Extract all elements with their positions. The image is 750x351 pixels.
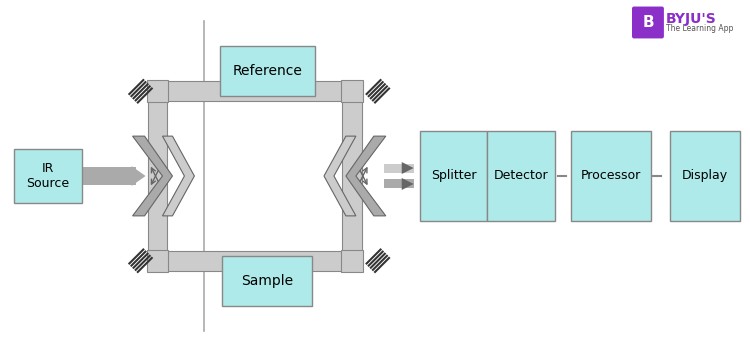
Polygon shape: [342, 91, 362, 261]
Text: Sample: Sample: [241, 274, 293, 288]
Text: Reference: Reference: [232, 64, 302, 78]
FancyBboxPatch shape: [632, 7, 664, 38]
Polygon shape: [133, 136, 172, 216]
Polygon shape: [384, 164, 414, 172]
Text: Detector: Detector: [494, 170, 549, 183]
FancyBboxPatch shape: [572, 131, 651, 221]
Polygon shape: [402, 178, 414, 190]
Polygon shape: [131, 166, 146, 186]
FancyBboxPatch shape: [146, 250, 169, 272]
Text: Processor: Processor: [581, 170, 641, 183]
FancyBboxPatch shape: [420, 131, 488, 221]
Polygon shape: [158, 81, 352, 101]
FancyBboxPatch shape: [670, 131, 740, 221]
Text: The Learning App: The Learning App: [666, 24, 734, 33]
Polygon shape: [163, 136, 194, 216]
FancyBboxPatch shape: [488, 131, 555, 221]
Text: Display: Display: [682, 170, 728, 183]
Polygon shape: [82, 167, 136, 185]
Text: B: B: [642, 15, 654, 30]
FancyBboxPatch shape: [341, 250, 363, 272]
Polygon shape: [384, 179, 414, 188]
Text: IR
Source: IR Source: [26, 162, 70, 190]
Text: BYJU'S: BYJU'S: [666, 12, 717, 26]
Polygon shape: [148, 91, 167, 261]
FancyBboxPatch shape: [220, 46, 314, 96]
FancyBboxPatch shape: [14, 148, 82, 204]
Polygon shape: [324, 136, 356, 216]
Polygon shape: [402, 162, 414, 174]
Text: Splitter: Splitter: [430, 170, 476, 183]
FancyBboxPatch shape: [222, 256, 312, 306]
Polygon shape: [346, 136, 386, 216]
Polygon shape: [158, 251, 352, 271]
FancyBboxPatch shape: [341, 80, 363, 102]
FancyBboxPatch shape: [146, 80, 169, 102]
